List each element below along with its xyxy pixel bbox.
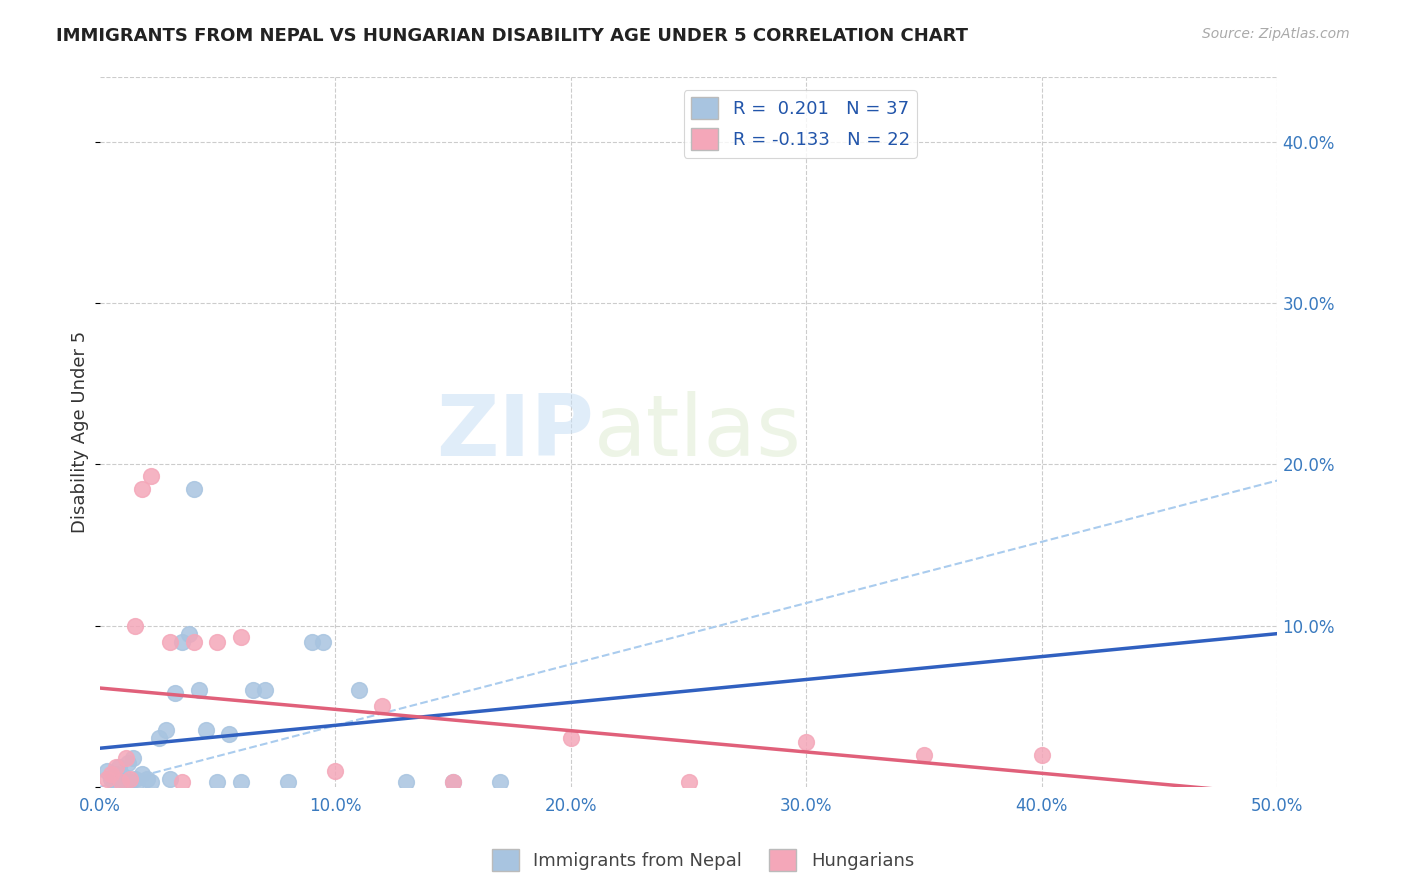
Point (131, 767, 153, 781)
Point (141, 775, 163, 789)
Point (112, 768, 135, 782)
Point (120, 775, 142, 789)
Point (229, 630, 252, 644)
Point (218, 726, 240, 740)
Y-axis label: Disability Age Under 5: Disability Age Under 5 (72, 331, 89, 533)
Text: atlas: atlas (595, 391, 803, 474)
Point (105, 767, 128, 781)
Point (1031, 747, 1053, 762)
Point (100, 767, 122, 781)
Legend: R =  0.201   N = 37, R = -0.133   N = 22: R = 0.201 N = 37, R = -0.133 N = 22 (683, 90, 917, 158)
Point (371, 699, 394, 714)
Point (441, 775, 464, 789)
Point (96, 772, 118, 786)
Point (127, 775, 149, 789)
Point (347, 683, 370, 698)
Point (105, 760, 128, 774)
Point (172, 775, 194, 789)
Point (110, 775, 132, 789)
Point (141, 468, 163, 483)
Point (560, 731, 582, 746)
Point (183, 482, 205, 496)
Point (148, 731, 170, 746)
Point (117, 756, 139, 770)
Point (395, 775, 418, 789)
Point (103, 775, 125, 789)
Point (301, 634, 323, 648)
Point (489, 775, 512, 789)
Point (155, 723, 177, 738)
Point (207, 775, 229, 789)
Point (159, 634, 181, 648)
Text: ZIP: ZIP (436, 391, 595, 474)
Point (794, 734, 817, 748)
Point (124, 772, 146, 786)
Point (678, 775, 700, 789)
Point (114, 751, 136, 765)
Point (441, 775, 464, 789)
Point (124, 618, 146, 632)
Point (323, 764, 346, 778)
Point (100, 772, 122, 786)
Point (194, 723, 217, 738)
Point (912, 747, 935, 762)
Point (121, 751, 143, 765)
Point (207, 634, 229, 648)
Point (229, 775, 252, 789)
Point (107, 760, 129, 774)
Point (172, 634, 194, 648)
Point (242, 683, 264, 698)
Text: IMMIGRANTS FROM NEPAL VS HUNGARIAN DISABILITY AGE UNDER 5 CORRELATION CHART: IMMIGRANTS FROM NEPAL VS HUNGARIAN DISAB… (56, 27, 969, 45)
Point (131, 482, 153, 496)
Point (312, 634, 335, 648)
Point (110, 772, 132, 786)
Point (179, 626, 201, 640)
Point (163, 686, 186, 700)
Point (277, 775, 299, 789)
Point (114, 775, 136, 789)
Point (135, 772, 157, 786)
Point (96, 764, 118, 778)
Point (187, 683, 209, 698)
Point (120, 772, 142, 786)
Text: Source: ZipAtlas.com: Source: ZipAtlas.com (1202, 27, 1350, 41)
Point (159, 772, 181, 786)
Legend: Immigrants from Nepal, Hungarians: Immigrants from Nepal, Hungarians (485, 842, 921, 879)
Point (183, 634, 205, 648)
Point (253, 683, 276, 698)
